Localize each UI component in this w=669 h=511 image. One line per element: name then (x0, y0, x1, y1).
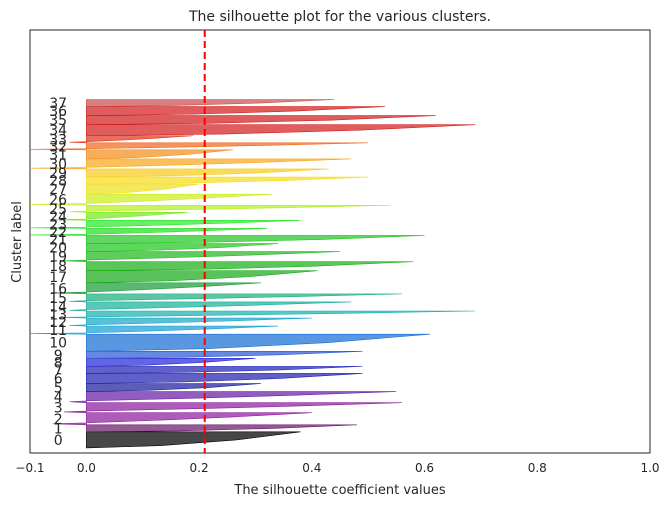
cluster-label-28: 28 (49, 174, 67, 190)
x-tick-label: 0.6 (415, 461, 434, 475)
cluster-25-silhouette (69, 204, 391, 213)
cluster-10-silhouette (86, 333, 431, 352)
cluster-label-33: 33 (49, 132, 67, 148)
cluster-8-silhouette (86, 358, 256, 367)
cluster-34-silhouette (86, 124, 476, 137)
cluster-label-36: 36 (49, 104, 67, 120)
cluster-9-silhouette (86, 350, 363, 359)
cluster-label-8: 8 (54, 355, 63, 371)
cluster-label-6: 6 (54, 371, 63, 387)
cluster-label-13: 13 (49, 308, 67, 324)
cluster-5-silhouette (86, 383, 262, 392)
cluster-1-silhouette (86, 424, 357, 433)
cluster-label-27: 27 (49, 182, 67, 198)
chart-title: The silhouette plot for the various clus… (188, 9, 491, 25)
cluster-label-34: 34 (49, 123, 67, 139)
cluster-label-22: 22 (49, 225, 67, 241)
cluster-30-silhouette (29, 158, 352, 170)
cluster-label-14: 14 (49, 299, 67, 315)
cluster-27-silhouette (86, 183, 200, 195)
cluster-label-23: 23 (49, 217, 67, 233)
x-axis-ticks: −0.1 0.0 0.2 0.4 0.6 0.8 1.0 (15, 461, 659, 475)
cluster-label-3: 3 (54, 401, 63, 417)
x-tick-label: 0.4 (302, 461, 321, 475)
x-tick-label: 0.2 (190, 461, 209, 475)
cluster-label-24: 24 (49, 209, 67, 225)
x-axis-label: The silhouette coefficient values (233, 483, 445, 498)
cluster-label-0: 0 (54, 433, 63, 449)
cluster-31-silhouette (86, 149, 233, 160)
cluster-15-silhouette (69, 293, 403, 303)
cluster-7-silhouette (86, 366, 363, 374)
y-axis-label: Cluster label (10, 201, 25, 283)
cluster-label-35: 35 (49, 113, 67, 129)
cluster-19-silhouette (63, 251, 341, 262)
x-tick-label: −0.1 (15, 461, 44, 475)
cluster-36-silhouette (86, 106, 386, 116)
cluster-28-silhouette (86, 176, 369, 185)
cluster-4-silhouette (69, 391, 397, 403)
cluster-label-19: 19 (49, 250, 67, 266)
cluster-label-11: 11 (49, 323, 67, 339)
cluster-22-silhouette (29, 228, 267, 236)
cluster-label-5: 5 (54, 381, 63, 397)
cluster-label-26: 26 (49, 193, 67, 209)
x-tick-label: 0.0 (77, 461, 96, 475)
cluster-11-silhouette (29, 325, 279, 335)
cluster-label-30: 30 (49, 157, 67, 173)
cluster-label-37: 37 (49, 96, 67, 112)
cluster-label-7: 7 (54, 363, 63, 379)
cluster-label-18: 18 (49, 259, 67, 275)
x-tick-label: 1.0 (640, 461, 659, 475)
cluster-label-10: 10 (49, 336, 67, 352)
cluster-20-silhouette (86, 243, 279, 252)
silhouette-bars (29, 99, 476, 449)
cluster-17-silhouette (86, 270, 318, 284)
cluster-16-silhouette (52, 282, 262, 295)
cluster-37-silhouette (86, 99, 335, 107)
cluster-label-12: 12 (49, 315, 67, 331)
cluster-21-silhouette (86, 235, 425, 244)
cluster-label-16: 16 (49, 281, 67, 297)
cluster-label-31: 31 (49, 147, 67, 163)
cluster-29-silhouette (86, 168, 329, 178)
cluster-2-silhouette (52, 412, 312, 426)
cluster-label-25: 25 (49, 202, 67, 218)
cluster-26-silhouette (29, 193, 273, 206)
cluster-14-silhouette (69, 301, 352, 312)
cluster-label-32: 32 (49, 139, 67, 155)
cluster-label-17: 17 (49, 270, 67, 286)
cluster-labels: 0123456789101112131415161718192021222324… (49, 96, 67, 449)
cluster-24-silhouette (52, 211, 188, 221)
cluster-label-15: 15 (49, 291, 67, 307)
cluster-13-silhouette (63, 310, 476, 319)
cluster-label-9: 9 (54, 348, 63, 364)
cluster-label-2: 2 (54, 412, 63, 428)
x-tick-label: 0.8 (528, 461, 547, 475)
cluster-3-silhouette (63, 402, 403, 414)
cluster-6-silhouette (86, 373, 363, 384)
cluster-12-silhouette (69, 317, 312, 327)
cluster-35-silhouette (86, 115, 436, 125)
cluster-18-silhouette (86, 261, 414, 272)
cluster-23-silhouette (29, 220, 301, 229)
cluster-label-20: 20 (49, 241, 67, 257)
cluster-label-4: 4 (54, 390, 63, 406)
cluster-0-silhouette (86, 431, 301, 449)
cluster-32-silhouette (29, 142, 369, 151)
cluster-label-29: 29 (49, 166, 67, 182)
cluster-label-21: 21 (49, 232, 67, 248)
cluster-label-1: 1 (54, 421, 63, 437)
